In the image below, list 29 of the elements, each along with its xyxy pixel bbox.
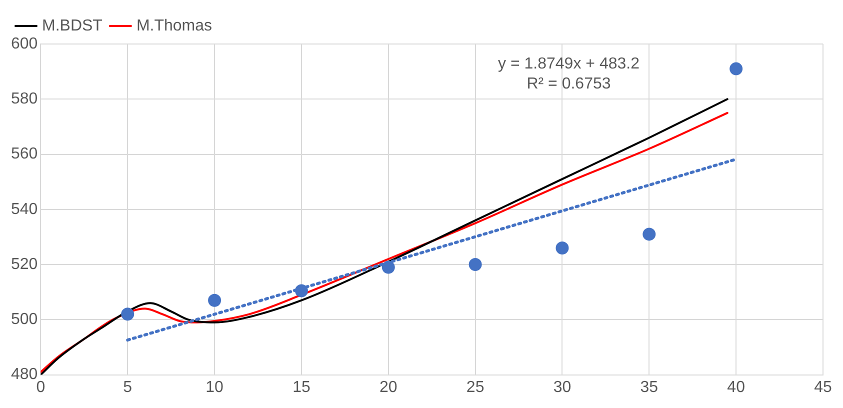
annotation: R² = 0.6753 [526, 75, 611, 92]
y-tick-label: 560 [10, 146, 38, 163]
x-tick-label: 5 [123, 378, 132, 396]
y-tick-label: 480 [10, 366, 38, 384]
point [642, 228, 656, 241]
legend-label: M.BDST [42, 17, 103, 34]
y-tick-label: 500 [10, 311, 38, 328]
x-tick-label: 45 [814, 378, 832, 396]
annotation: y = 1.8749x + 483.2 [498, 55, 640, 72]
point [121, 308, 134, 321]
point [208, 294, 222, 307]
y-tick-label: 520 [10, 256, 38, 273]
point [294, 284, 308, 298]
x-tick-label: 25 [466, 378, 484, 396]
x-tick-label: 10 [206, 378, 224, 396]
y-tick-label: 540 [10, 200, 38, 218]
y-tick-label: 580 [10, 90, 38, 108]
x-tick-label: 30 [553, 378, 572, 396]
point [468, 258, 482, 272]
x-tick-label: 20 [379, 378, 398, 396]
x-tick-label: 40 [727, 378, 746, 396]
point [730, 62, 743, 76]
x-tick-label: 0 [36, 378, 46, 396]
y-tick-label: 600 [10, 35, 38, 52]
x-tick-label: 35 [640, 378, 658, 396]
x-tick-label: 15 [292, 378, 310, 396]
point [556, 241, 569, 254]
legend-label: M.Thomas [136, 17, 212, 34]
point [382, 260, 395, 274]
